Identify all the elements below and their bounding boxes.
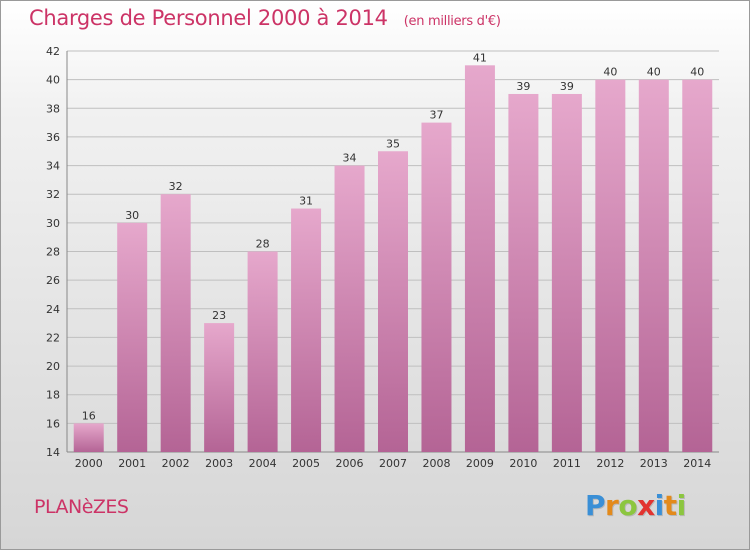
data-label: 31 [299,195,313,208]
bar [595,79,626,453]
y-tick-label: 36 [46,131,60,144]
x-tick-label: 2000 [75,457,103,470]
y-tick-label: 28 [46,246,60,259]
place-name: PLANèZES [34,496,129,518]
x-tick-label: 2009 [466,457,494,470]
bar [464,65,495,453]
x-tick-label: 2010 [509,457,537,470]
x-tick-label: 2001 [118,457,146,470]
bar [378,151,408,452]
data-label: 16 [82,409,96,422]
logo-letter: P [585,489,606,522]
bar [508,93,539,452]
x-tick-label: 2014 [683,457,711,470]
bar [421,122,452,452]
bar [551,93,582,452]
y-tick-label: 42 [46,45,60,58]
data-label: 40 [690,66,704,79]
data-label: 23 [212,309,226,322]
bar [160,194,191,452]
chart-subtitle: (en milliers d'€) [403,14,501,29]
data-label: 40 [603,66,617,79]
bar [291,208,322,452]
logo-letter: i [654,489,665,522]
x-tick-label: 2011 [553,457,581,470]
y-tick-label: 14 [46,446,60,459]
y-tick-label: 34 [46,160,60,173]
data-label: 32 [169,180,183,193]
data-label: 41 [473,51,487,64]
logo-letter: t [663,489,677,522]
chart-title-text: Charges de Personnel 2000 à 2014 [29,6,388,30]
x-tick-label: 2008 [422,457,450,470]
bar [638,79,669,453]
y-tick-label: 26 [46,274,60,287]
data-label: 39 [516,80,530,93]
bar [682,79,713,453]
x-tick-label: 2005 [292,457,320,470]
data-label: 34 [343,152,357,165]
bar [117,222,148,452]
bar [73,423,104,452]
y-tick-label: 38 [46,102,60,115]
x-tick-label: 2003 [205,457,233,470]
bar [334,165,365,453]
x-tick-label: 2004 [249,457,277,470]
logo-letter: r [605,489,619,522]
y-tick-label: 22 [46,331,60,344]
x-tick-label: 2006 [336,457,364,470]
x-tick-label: 2007 [379,457,407,470]
logo-letter: o [618,489,638,522]
data-label: 28 [256,238,270,251]
bar [204,323,235,452]
y-tick-label: 18 [46,389,60,402]
x-tick-label: 2013 [640,457,668,470]
y-tick-label: 40 [46,74,60,87]
bar [247,251,278,452]
y-tick-label: 16 [46,417,60,430]
y-tick-label: 24 [46,303,60,316]
data-label: 37 [429,109,443,122]
x-tick-label: 2012 [596,457,624,470]
data-label: 30 [125,209,139,222]
logo-letter: x [637,489,655,522]
chart-title: Charges de Personnel 2000 à 2014 (en mill… [29,6,501,30]
bars [73,65,713,453]
data-label: 35 [386,137,400,150]
proxiti-logo[interactable]: Proxiti [585,489,686,522]
data-label: 39 [560,80,574,93]
y-tick-label: 32 [46,188,60,201]
x-tick-label: 2002 [162,457,190,470]
y-tick-label: 20 [46,360,60,373]
logo-letter: i [676,489,687,522]
y-tick-label: 30 [46,217,60,230]
data-label: 40 [647,66,661,79]
labels: 14 16 18 20 22 24 26 28 30 32 34 36 38 40 42 16 2000 30 20… [46,45,711,470]
